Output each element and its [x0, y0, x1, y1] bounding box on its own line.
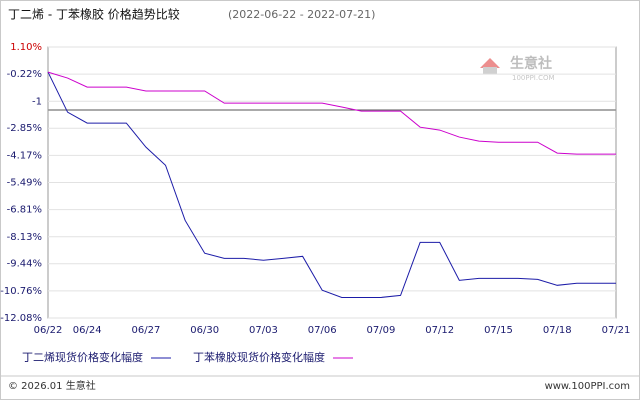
y-tick-label: -12.08% — [0, 313, 42, 324]
x-tick-label: 07/06 — [308, 325, 337, 336]
x-tick-label: 07/18 — [543, 325, 572, 336]
y-tick-label: -2.85% — [7, 123, 42, 134]
footer-site: www.100PPI.com — [545, 381, 630, 392]
x-tick-label: 07/12 — [425, 325, 454, 336]
y-tick-label: -1 — [32, 96, 42, 107]
chart-title: 丁二烯 - 丁苯橡胶 价格趋势比较 — [8, 7, 180, 22]
x-tick-label: 06/24 — [73, 325, 102, 336]
y-tick-label: -8.13% — [7, 232, 42, 243]
y-tick-label: -10.76% — [0, 286, 42, 297]
x-tick-label: 06/22 — [34, 325, 63, 336]
y-tick-label: -5.49% — [7, 178, 42, 189]
series-line — [47, 71, 616, 155]
chart-subtitle: (2022-06-22 - 2022-07-21) — [228, 8, 375, 21]
y-tick-label: 1.10% — [10, 42, 42, 53]
watermark-site: 100PPI.COM — [512, 74, 555, 82]
x-tick-label: 07/15 — [484, 325, 513, 336]
x-tick-label: 07/21 — [602, 325, 631, 336]
y-tick-label: -9.44% — [7, 259, 42, 270]
legend-label: 丁二烯现货价格变化幅度 — [22, 350, 143, 364]
watermark-icon — [483, 67, 497, 74]
x-tick-label: 06/30 — [190, 325, 219, 336]
watermark-name: 生意社 — [510, 55, 552, 72]
y-tick-label: -0.22% — [7, 69, 42, 80]
legend-label: 丁苯橡胶现货价格变化幅度 — [193, 350, 325, 364]
y-tick-label: -6.81% — [7, 205, 42, 216]
footer-copyright: © 2026.01 生意社 — [8, 379, 96, 392]
x-tick-label: 07/03 — [249, 325, 278, 336]
series-line — [47, 71, 616, 298]
x-tick-label: 07/09 — [367, 325, 396, 336]
watermark: 生意社 100PPI.COM — [480, 55, 555, 82]
x-tick-label: 06/27 — [132, 325, 161, 336]
watermark-icon — [480, 58, 500, 68]
y-tick-label: -4.17% — [7, 150, 42, 161]
